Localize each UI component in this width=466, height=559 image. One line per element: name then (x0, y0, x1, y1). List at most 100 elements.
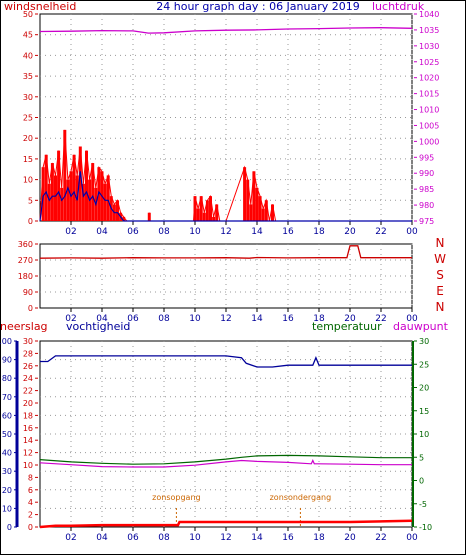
direction-xtick-label: 06 (127, 314, 139, 324)
rain-axis-tick-label: 26 (23, 362, 33, 371)
direction-axis-tick-label: 180 (18, 272, 33, 281)
temperature-axis-tick-label: 20 (419, 384, 429, 393)
compass-label: N (436, 236, 445, 250)
rain-axis-tick-label: 8 (28, 473, 33, 482)
humidity-axis-tick-label: 10 (2, 504, 12, 513)
wind-axis-tick-label: 5 (28, 196, 33, 205)
direction-xtick-label: 20 (344, 314, 356, 324)
pressure-axis-tick-label: 980 (419, 201, 434, 210)
sun-marker-label: zonsopgang (152, 493, 200, 502)
humidity-axis-tick-label: 50 (2, 430, 12, 439)
climate-xtick-label: 18 (313, 533, 325, 543)
humidity-axis-tick-label: 100 (0, 337, 12, 346)
humidity-axis-tick-label: 90 (2, 356, 12, 365)
rain-axis-tick-label: 22 (23, 387, 33, 396)
climate-xtick-label: 04 (96, 533, 108, 543)
temperature-axis-tick-label: 10 (419, 430, 429, 439)
wind-axis-label: windsnelheid (4, 0, 76, 13)
wind-xtick-label: 22 (375, 227, 386, 237)
direction-xtick-label: 08 (158, 314, 170, 324)
humidity-axis-tick-label: 40 (2, 449, 12, 458)
temperature-axis-tick-label: -10 (419, 523, 432, 532)
wind-xtick-label: 12 (220, 227, 231, 237)
rain-axis-tick-label: 18 (23, 411, 33, 420)
wind-axis-tick-label: 15 (23, 155, 33, 164)
rain-axis-tick-label: 16 (23, 424, 33, 433)
direction-xtick-label: 12 (220, 314, 231, 324)
direction-axis-tick-label: 0 (28, 304, 33, 313)
temperature-axis-tick-label: 30 (419, 337, 429, 346)
rain-axis-tick-label: 30 (23, 337, 33, 346)
humidity-line (40, 355, 412, 368)
pressure-axis-tick-label: 1040 (419, 10, 439, 19)
pressure-axis-tick-label: 1030 (419, 42, 439, 51)
rain-axis-tick-label: 10 (23, 461, 33, 470)
humidity-axis-label: vochtigheid (66, 320, 130, 333)
rain-axis-label: neerslag (0, 320, 48, 333)
direction-xtick-label: 16 (282, 314, 294, 324)
temperature-axis-tick-label: 5 (419, 453, 424, 462)
chart-title: 24 hour graph day : 06 January 2019 (156, 0, 360, 13)
wind-axis-tick-label: 35 (23, 72, 33, 81)
climate-xtick-label: 12 (220, 533, 231, 543)
wind-axis-tick-label: 0 (28, 217, 33, 226)
wind-xtick-label: 08 (158, 227, 170, 237)
humidity-axis-tick-label: 30 (2, 467, 12, 476)
rain-axis-tick-label: 6 (28, 486, 33, 495)
pressure-line (39, 27, 413, 34)
humidity-axis-tick-label: 60 (2, 411, 12, 420)
direction-xtick-label: 22 (375, 314, 386, 324)
pressure-axis-tick-label: 995 (419, 153, 434, 162)
rain-axis-tick-label: 28 (23, 349, 33, 358)
wind-xtick-label: 18 (313, 227, 325, 237)
pressure-axis-tick-label: 990 (419, 169, 434, 178)
pressure-axis-tick-label: 1015 (419, 90, 439, 99)
climate-xtick-label: 20 (344, 533, 356, 543)
wind-axis-tick-label: 10 (23, 176, 33, 185)
direction-axis-tick-label: 90 (23, 288, 33, 297)
dewpoint-line (39, 459, 412, 468)
rain-axis-tick-label: 24 (23, 374, 33, 383)
direction-xtick-label: 18 (313, 314, 325, 324)
humidity-axis-tick-label: 70 (2, 393, 12, 402)
direction-xtick-label: 02 (65, 314, 76, 324)
wind-xtick-label: 20 (344, 227, 356, 237)
direction-line (39, 245, 412, 259)
pressure-axis-tick-label: 1020 (419, 74, 439, 83)
wind-axis-tick-label: 25 (23, 114, 33, 123)
wind-axis-tick-label: 40 (23, 51, 33, 60)
wind-speed-line (39, 171, 412, 222)
compass-label: N (436, 300, 445, 314)
wind-gust-line (39, 129, 412, 222)
rain-axis-tick-label: 14 (23, 436, 33, 445)
pressure-axis-tick-label: 985 (419, 185, 434, 194)
climate-xtick-label: 14 (251, 533, 263, 543)
dewpoint-axis-label: dauwpunt (393, 320, 449, 333)
wind-xtick-label: 14 (251, 227, 263, 237)
climate-xtick-label: 08 (158, 533, 170, 543)
sun-marker-label: zonsondergang (270, 493, 332, 502)
wind-xtick-label: 16 (282, 227, 294, 237)
rain-line (39, 519, 413, 529)
rain-axis-tick-label: 0 (28, 523, 33, 532)
pressure-axis-tick-label: 1025 (419, 58, 439, 67)
temperature-axis-tick-label: 15 (419, 407, 429, 416)
direction-axis-tick-label: 360 (18, 240, 33, 249)
rain-axis-tick-label: 4 (28, 498, 33, 507)
climate-xtick-label: 16 (282, 533, 294, 543)
direction-xtick-label: 00 (406, 314, 418, 324)
compass-label: S (436, 268, 444, 282)
climate-xtick-label: 10 (189, 533, 201, 543)
direction-xtick-label: 10 (189, 314, 201, 324)
temperature-line (39, 454, 412, 465)
pressure-axis-tick-label: 1005 (419, 121, 439, 130)
wind-xtick-label: 10 (189, 227, 201, 237)
temperature-axis-label: temperatuur (312, 320, 382, 333)
rain-axis-tick-label: 2 (28, 511, 33, 520)
compass-label: W (434, 252, 446, 266)
direction-axis-tick-label: 270 (18, 256, 33, 265)
wind-xtick-label: 06 (127, 227, 139, 237)
wind-axis-tick-label: 50 (23, 10, 33, 19)
compass-label: E (436, 284, 444, 298)
